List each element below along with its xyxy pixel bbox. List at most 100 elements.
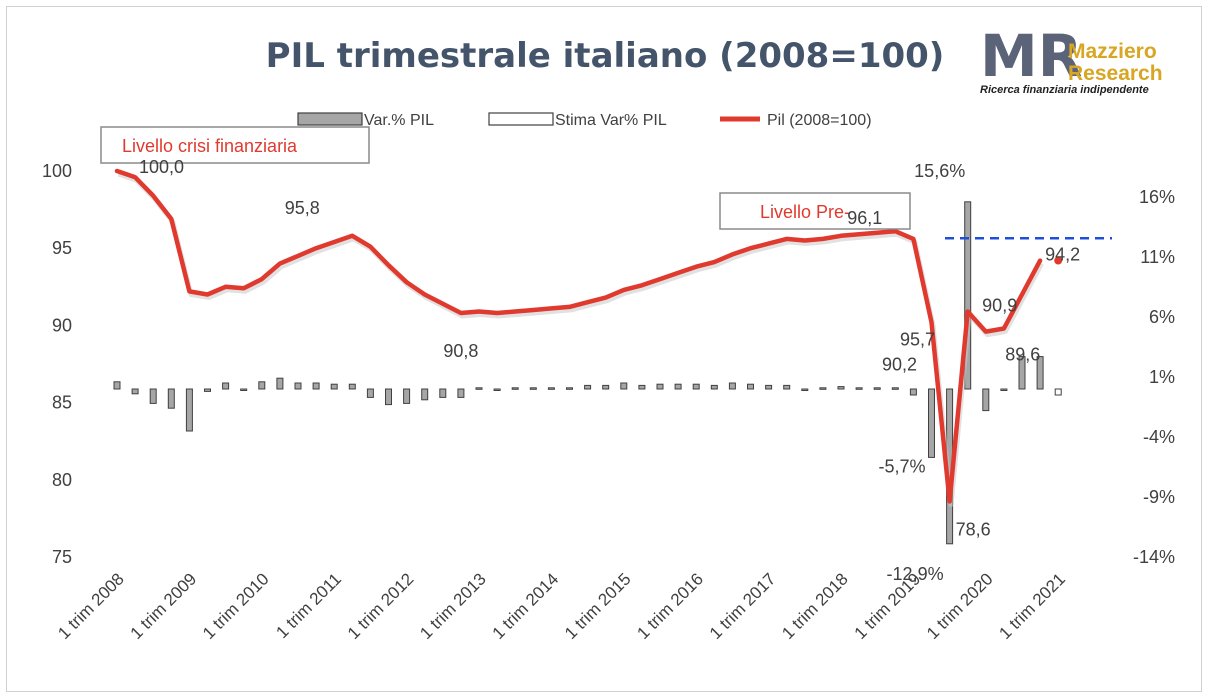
var-pil-bar <box>909 388 917 396</box>
legend-label: Var.% PIL <box>364 112 434 129</box>
var-pil-bar <box>113 381 121 390</box>
var-pil-bar <box>964 201 972 390</box>
var-pil-bar <box>385 388 392 406</box>
data-label: 15,6% <box>914 161 965 181</box>
var-pil-bar <box>873 387 881 390</box>
y-right-tick-label: 11% <box>1140 247 1175 267</box>
y-left-tick-label: 85 <box>52 393 72 413</box>
chart-title: PIL trimestrale italiano (2008=100) <box>266 36 945 76</box>
y-left-tick-label: 90 <box>52 315 72 335</box>
var-pil-bar <box>728 382 736 390</box>
data-label: 96,1 <box>847 208 882 228</box>
pil-estimate-point <box>1054 256 1063 265</box>
legend: Var.% PIL Stima Var% PIL Pil (2008=100) <box>297 112 872 129</box>
data-label: 89,6 <box>1005 345 1040 365</box>
var-pil-bar <box>547 387 555 390</box>
var-pil-bar <box>584 384 592 390</box>
y-left-tick-label: 80 <box>52 470 72 490</box>
y-right-tick-label: -14% <box>1133 547 1175 567</box>
x-tick-label: 1 trim 2014 <box>489 569 563 643</box>
x-tick-label: 1 trim 2021 <box>995 569 1069 643</box>
legend-swatch-stima-var-pil <box>488 112 554 126</box>
pil-line-shadow <box>117 171 1044 507</box>
data-label: 90,9 <box>982 296 1017 316</box>
var-pil-bar <box>710 384 718 390</box>
var-pil-bar <box>801 388 809 391</box>
var-pil-bar <box>692 383 700 390</box>
y-left-tick-label: 75 <box>52 547 72 567</box>
x-tick-label: 1 trim 2012 <box>344 569 418 643</box>
var-pil-bar <box>439 388 447 398</box>
var-pil-bar <box>765 384 773 390</box>
var-pil-bar <box>167 388 175 409</box>
y-right-tick-label: -9% <box>1143 487 1175 507</box>
x-tick-label: 1 trim 2016 <box>633 569 707 643</box>
var-pil-bar <box>819 387 827 390</box>
var-pil-bar <box>185 388 193 432</box>
var-pil-bar <box>421 388 429 401</box>
data-label: -5,7% <box>878 456 925 476</box>
logo-mark: MR <box>980 22 1082 90</box>
var-pil-bar <box>312 382 320 390</box>
data-label: 90,2 <box>882 354 917 374</box>
var-pil-bar <box>982 388 990 412</box>
x-tick-label: 1 trim 2011 <box>272 569 345 642</box>
annotation-box-financial-crisis <box>100 126 370 164</box>
var-pil-bar <box>891 387 899 390</box>
stima-var-pil-bar <box>1054 388 1062 396</box>
var-pil-bar <box>566 387 573 390</box>
x-tick-label: 1 trim 2013 <box>416 569 490 643</box>
data-label: 94,2 <box>1045 245 1080 265</box>
x-tick-label: 1 trim 2009 <box>127 569 201 643</box>
data-label: 95,7 <box>900 329 935 349</box>
var-pil-bar <box>928 388 935 458</box>
logo-brand-line2: Research <box>1068 62 1163 85</box>
var-pil-bar <box>1000 388 1008 391</box>
var-pil-bar <box>747 383 754 390</box>
var-pil-bar <box>366 388 374 398</box>
var-pil-bar <box>222 382 230 390</box>
mazziero-research-logo: MR Mazziero Research Ricerca finanziaria… <box>980 22 1163 96</box>
var-pil-bar <box>837 386 845 390</box>
y-axis-left: 75 80 85 90 95 100 <box>42 161 72 567</box>
var-pil-bar <box>1018 356 1026 390</box>
var-pil-bar <box>276 377 284 390</box>
annotation-pre-covid: Livello Pre- <box>760 202 850 222</box>
var-pil-bar <box>403 388 411 404</box>
var-pil-bar <box>855 387 863 390</box>
y-right-tick-label: 16% <box>1139 187 1175 207</box>
pil-line <box>114 168 1043 504</box>
pil-line-series <box>114 168 1063 507</box>
x-tick-label: 1 trim 2015 <box>561 569 635 643</box>
y-left-tick-label: 100 <box>42 161 72 181</box>
var-pil-bar <box>131 388 139 395</box>
y-axis-right: -14% -9% -4% 1% 6% 11% 16% <box>1133 187 1175 567</box>
annotation-box-pre-covid <box>719 192 911 230</box>
var-pil-bar <box>511 387 519 390</box>
var-pil-bar <box>330 383 338 390</box>
var-pil-bar <box>348 383 356 390</box>
y-right-tick-label: 1% <box>1149 367 1175 387</box>
x-tick-label: 1 trim 2010 <box>199 569 273 643</box>
chart-frame <box>6 6 1202 692</box>
y-right-tick-label: 6% <box>1149 307 1175 327</box>
x-tick-label: 1 trim 2017 <box>706 569 780 643</box>
data-label: 100,0 <box>139 157 184 177</box>
x-tick-label: 1 trim 2018 <box>778 569 852 643</box>
annotations: Livello crisi finanziaria Livello Pre- <box>100 126 1112 240</box>
annotation-financial-crisis: Livello crisi finanziaria <box>122 136 298 156</box>
var-pil-bar <box>457 388 465 398</box>
y-right-tick-label: -4% <box>1143 427 1175 447</box>
data-label: -12,9% <box>887 564 944 584</box>
var-pil-bar <box>638 384 646 390</box>
var-pil-bar <box>149 388 157 404</box>
var-pil-bar <box>674 383 682 390</box>
legend-label: Pil (2008=100) <box>767 112 872 129</box>
var-pil-bar <box>240 388 248 391</box>
legend-swatch-var-pil <box>297 112 363 126</box>
x-tick-label: 1 trim 2008 <box>54 569 128 643</box>
var-pil-bar <box>1036 356 1044 390</box>
var-pil-bar <box>602 384 610 390</box>
logo-brand-line1: Mazziero <box>1068 40 1157 63</box>
